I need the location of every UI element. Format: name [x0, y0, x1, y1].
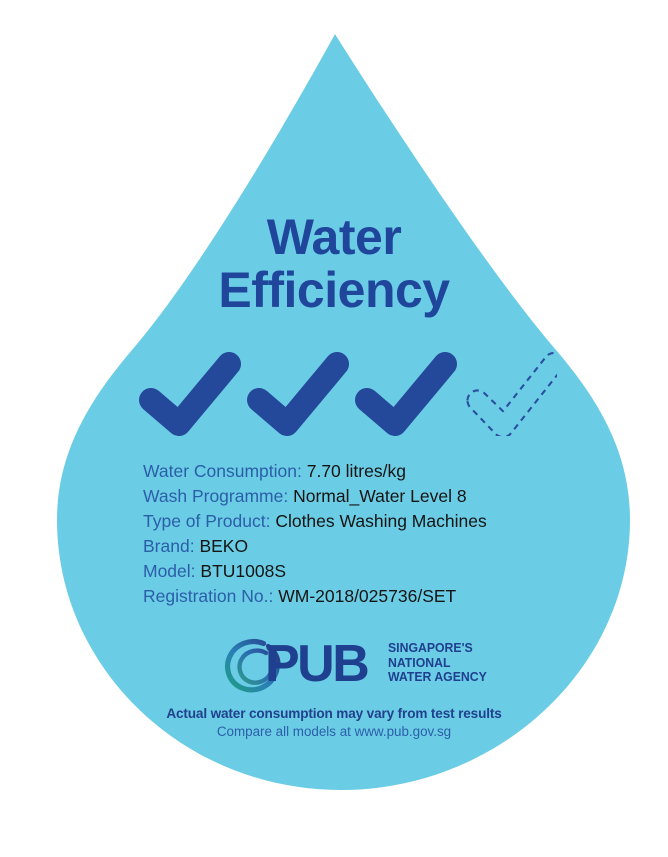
check-mark-filled-icon-3 — [355, 352, 457, 436]
spec-label: Brand: — [143, 536, 195, 556]
footer-line-website: Compare all models at www.pub.gov.sg — [216, 724, 452, 739]
spec-row-model: Model: BTU1008S — [143, 559, 583, 584]
pub-tagline-line-3: WATER AGENCY — [388, 669, 487, 685]
spec-row-wash-programme: Wash Programme: Normal_Water Level 8 — [143, 484, 583, 509]
spec-value: WM-2018/025736/SET — [278, 586, 457, 606]
spec-value: 7.70 litres/kg — [306, 461, 406, 481]
footer-disclaimer: Actual water consumption may vary from t… — [0, 705, 668, 741]
pub-wordmark: PUB — [265, 635, 370, 693]
spec-value: BTU1008S — [200, 561, 287, 581]
spec-label: Water Consumption: — [143, 461, 302, 481]
pub-tagline-line-2: NATIONAL — [388, 654, 451, 670]
specifications-list: Water Consumption: 7.70 litres/kg Wash P… — [143, 459, 583, 609]
title-line-efficiency: Efficiency — [218, 262, 450, 318]
page-title: Water Efficiency — [0, 212, 668, 316]
efficiency-rating-ticks — [137, 352, 557, 436]
spec-row-type-of-product: Type of Product: Clothes Washing Machine… — [143, 509, 583, 534]
check-mark-outline-icon-4 — [466, 352, 557, 436]
spec-label: Wash Programme: — [143, 486, 289, 506]
pub-logo: PUB SINGAPORE'S NATIONAL WATER AGENCY — [222, 634, 512, 696]
spec-value: Clothes Washing Machines — [275, 511, 487, 531]
spec-value: Normal_Water Level 8 — [293, 486, 467, 506]
title-line-water: Water — [266, 209, 402, 265]
spec-row-brand: Brand: BEKO — [143, 534, 583, 559]
spec-label: Registration No.: — [143, 586, 274, 606]
footer-line-disclaimer: Actual water consumption may vary from t… — [166, 706, 502, 721]
spec-value: BEKO — [199, 536, 249, 556]
spec-label: Type of Product: — [143, 511, 271, 531]
pub-swirl-icon — [224, 638, 281, 693]
spec-row-registration-no: Registration No.: WM-2018/025736/SET — [143, 584, 583, 609]
pub-tagline-line-1: SINGAPORE'S — [388, 640, 473, 655]
check-mark-filled-icon-1 — [139, 352, 241, 436]
droplet-fill-path — [57, 34, 630, 790]
pub-tagline: SINGAPORE'S NATIONAL WATER AGENCY — [388, 640, 487, 685]
spec-row-water-consumption: Water Consumption: 7.70 litres/kg — [143, 459, 583, 484]
check-mark-filled-icon-2 — [247, 352, 349, 436]
spec-label: Model: — [143, 561, 196, 581]
